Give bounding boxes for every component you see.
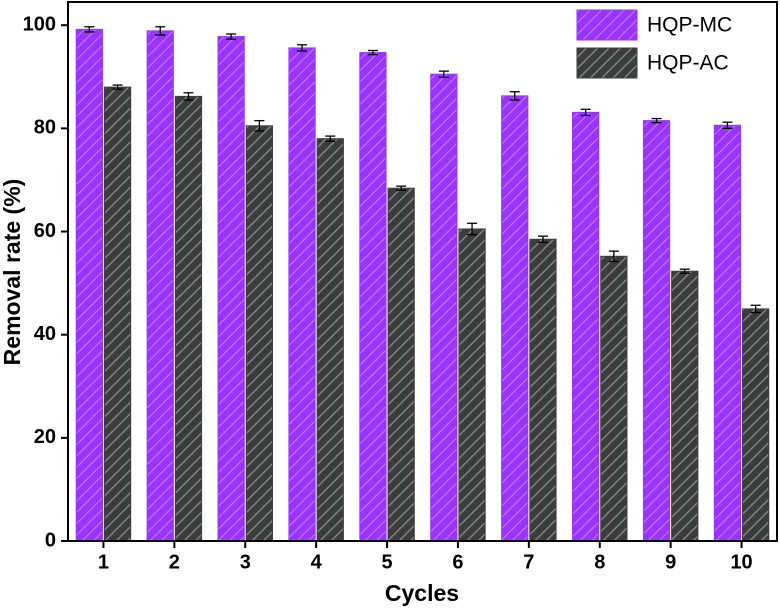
error-bar xyxy=(467,222,478,236)
y-tick-label: 40 xyxy=(34,323,56,345)
bar xyxy=(316,138,344,542)
bar xyxy=(217,36,245,542)
x-tick-label: 2 xyxy=(169,551,180,573)
plot-frame xyxy=(67,1,778,542)
bar xyxy=(146,30,174,542)
bar xyxy=(359,52,387,542)
x-tick-label: 4 xyxy=(311,551,323,573)
bar xyxy=(501,95,529,542)
error-bar xyxy=(537,235,548,244)
bar xyxy=(671,270,699,542)
y-tick-label: 0 xyxy=(45,529,56,551)
bar xyxy=(713,124,742,542)
x-tick-label: 3 xyxy=(240,551,251,573)
error-bar xyxy=(325,135,336,142)
bar xyxy=(288,47,316,542)
bar xyxy=(642,120,671,542)
error-bar xyxy=(580,108,591,117)
y-tick-label: 80 xyxy=(34,117,56,139)
bar xyxy=(430,73,458,542)
bar xyxy=(174,95,203,542)
bar xyxy=(245,125,273,542)
y-tick-label: 60 xyxy=(34,220,56,242)
error-bar xyxy=(297,44,308,52)
y-tick-label: 100 xyxy=(23,13,56,35)
bar xyxy=(103,86,132,542)
error-bar xyxy=(226,33,237,40)
error-bar xyxy=(183,92,194,101)
error-bar xyxy=(509,91,520,101)
error-bar xyxy=(438,70,449,78)
x-tick-label: 10 xyxy=(730,551,752,573)
error-bar xyxy=(750,304,761,314)
bar xyxy=(742,308,770,542)
x-tick-label: 1 xyxy=(98,551,109,573)
legend-label: HQP-MC xyxy=(647,14,732,37)
y-axis-title: Removal rate (%) xyxy=(0,179,25,366)
x-tick-label: 5 xyxy=(381,551,392,573)
error-bar xyxy=(608,250,619,263)
error-bar xyxy=(112,84,123,90)
x-tick-label: 6 xyxy=(452,551,463,573)
x-tick-label: 8 xyxy=(594,551,605,573)
bar xyxy=(600,255,628,542)
error-bar xyxy=(651,117,662,124)
legend-swatch xyxy=(576,9,638,41)
legend-label: HQP-AC xyxy=(647,52,729,75)
x-tick-label: 7 xyxy=(523,551,534,573)
error-bar xyxy=(396,185,407,191)
bar xyxy=(529,238,557,542)
bar xyxy=(458,228,486,542)
y-tick-label: 20 xyxy=(34,426,56,448)
bar xyxy=(387,187,415,542)
error-bar xyxy=(155,26,166,36)
error-bar xyxy=(84,26,95,33)
legend-swatch xyxy=(576,47,638,79)
x-axis-title: Cycles xyxy=(385,580,459,606)
error-bar xyxy=(367,49,378,56)
error-bar xyxy=(254,119,265,132)
error-bar xyxy=(679,268,690,274)
error-bar xyxy=(722,121,733,130)
bar xyxy=(572,111,600,542)
x-tick-label: 9 xyxy=(665,551,676,573)
bar xyxy=(75,28,103,542)
